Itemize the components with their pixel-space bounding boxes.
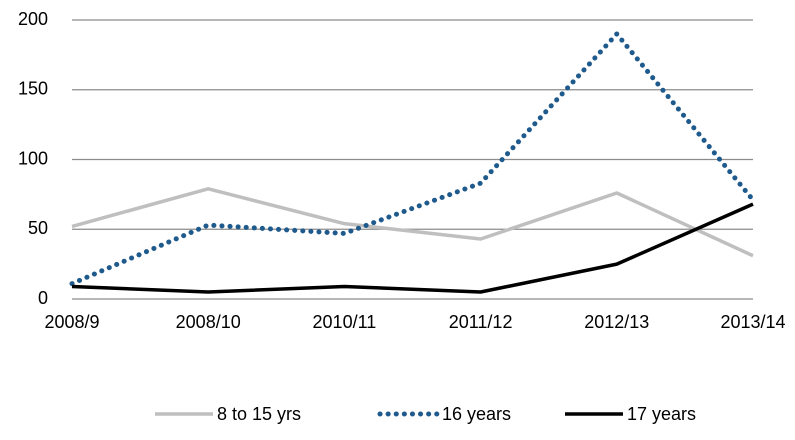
y-tick-label: 200 bbox=[18, 9, 48, 29]
y-tick-label: 0 bbox=[38, 288, 48, 308]
legend-label: 16 years bbox=[442, 404, 511, 424]
legend-label: 8 to 15 yrs bbox=[217, 404, 301, 424]
y-tick-label: 100 bbox=[18, 148, 48, 168]
x-tick-label: 2008/9 bbox=[44, 312, 99, 332]
x-tick-label: 2011/12 bbox=[449, 312, 513, 332]
x-tick-label: 2012/13 bbox=[584, 312, 649, 332]
y-tick-label: 50 bbox=[28, 218, 48, 238]
x-tick-label: 2013/14 bbox=[720, 312, 785, 332]
x-tick-label: 2008/10 bbox=[176, 312, 241, 332]
series-line bbox=[71, 187, 754, 258]
series-line bbox=[71, 202, 754, 294]
series-line bbox=[69, 31, 756, 287]
y-tick-label: 150 bbox=[18, 79, 48, 99]
legend-label: 17 years bbox=[627, 404, 696, 424]
x-tick-label: 2010/11 bbox=[313, 312, 377, 332]
